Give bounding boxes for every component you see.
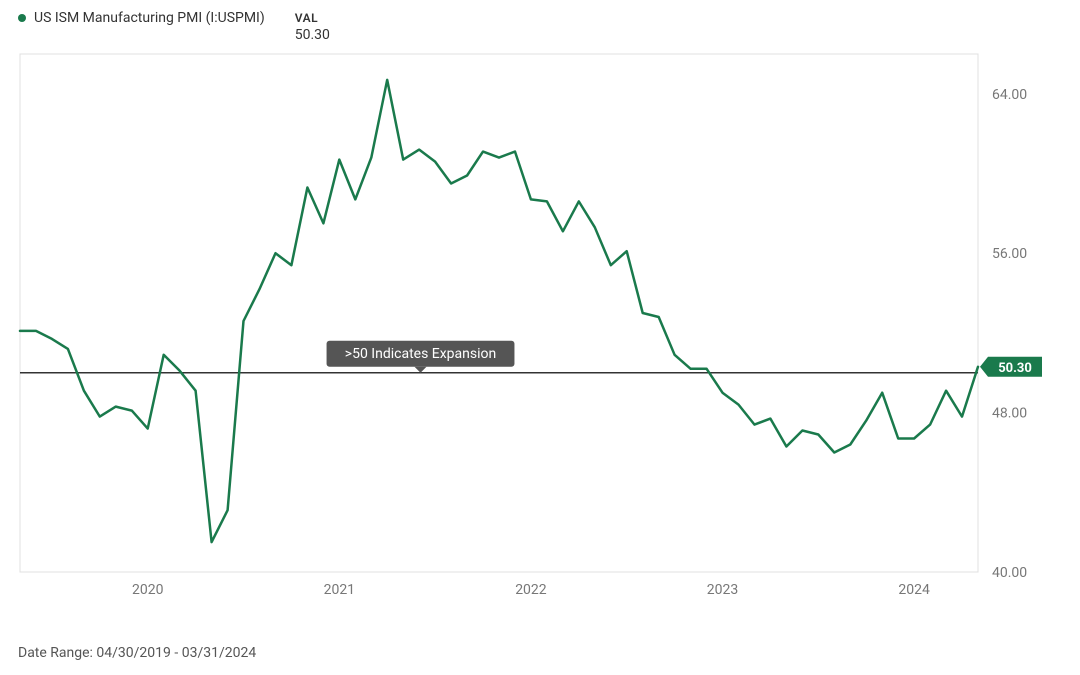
value-number: 50.30 bbox=[295, 27, 330, 43]
svg-text:>50 Indicates Expansion: >50 Indicates Expansion bbox=[345, 346, 496, 362]
legend-label: US ISM Manufacturing PMI (I:USPMI) bbox=[34, 10, 265, 26]
legend-marker-icon bbox=[18, 14, 26, 22]
svg-text:2020: 2020 bbox=[132, 582, 164, 598]
date-range-footer: Date Range: 04/30/2019 - 03/31/2024 bbox=[18, 645, 256, 661]
line-chart: 40.00 48.00 56.00 64.00 2020 2021 2022 2023 2024… bbox=[18, 52, 1058, 612]
value-column: VAL 50.30 bbox=[295, 11, 330, 43]
svg-text:64.00: 64.00 bbox=[992, 87, 1027, 103]
svg-text:48.00: 48.00 bbox=[992, 406, 1027, 422]
svg-text:2023: 2023 bbox=[707, 582, 738, 598]
svg-text:40.00: 40.00 bbox=[992, 565, 1027, 581]
svg-text:2021: 2021 bbox=[324, 582, 355, 598]
value-header: VAL bbox=[295, 11, 330, 25]
svg-text:2022: 2022 bbox=[515, 582, 547, 598]
svg-text:2024: 2024 bbox=[898, 582, 930, 598]
svg-text:56.00: 56.00 bbox=[992, 246, 1027, 262]
svg-text:50.30: 50.30 bbox=[998, 361, 1032, 376]
chart-header: US ISM Manufacturing PMI (I:USPMI) VAL 5… bbox=[0, 0, 1080, 51]
chart-area: 40.00 48.00 56.00 64.00 2020 2021 2022 2023 2024… bbox=[18, 52, 1058, 612]
